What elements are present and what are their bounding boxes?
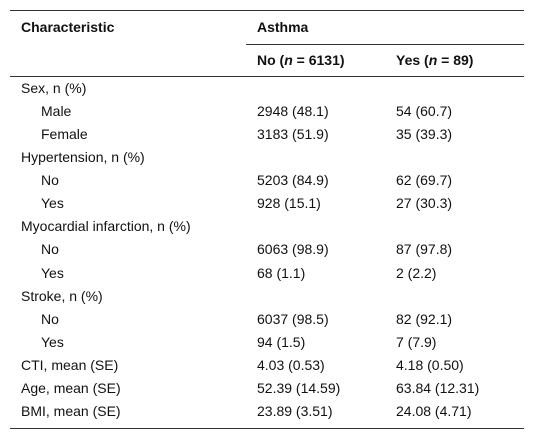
row-label: Yes: [41, 264, 64, 281]
cell: 2948 (48.1): [257, 103, 329, 120]
row-label: Female: [41, 126, 88, 143]
cell: 7 (7.9): [396, 333, 437, 350]
rule: [10, 76, 524, 77]
cell: 6037 (98.5): [257, 310, 329, 327]
row-label: Yes: [41, 333, 64, 350]
cell: 52.39 (14.59): [257, 379, 341, 396]
header-cell: No (n = 6131): [257, 51, 345, 69]
cell: 35 (39.3): [396, 126, 453, 143]
cell: 87 (97.8): [396, 241, 453, 258]
cell: 63.84 (12.31): [396, 379, 480, 396]
header-cell: Characteristic: [21, 19, 115, 35]
row-label: Hypertension, n (%): [21, 149, 145, 166]
cell: 4.18 (0.50): [396, 356, 464, 373]
header-text: = 89): [437, 52, 474, 68]
cell: 62 (69.7): [396, 172, 453, 189]
header-cell: Asthma: [257, 19, 309, 35]
header-text: n: [284, 52, 293, 68]
cell: 27 (30.3): [396, 195, 453, 212]
row-label: No: [41, 241, 59, 258]
cell: 82 (92.1): [396, 310, 453, 327]
rule: [10, 428, 524, 429]
rule: [246, 44, 524, 45]
row-label: No: [41, 172, 59, 189]
cell: 3183 (51.9): [257, 126, 329, 143]
header-text: n: [428, 52, 438, 68]
rule: [10, 10, 524, 11]
cell: 23.89 (3.51): [257, 402, 333, 419]
cell: 94 (1.5): [257, 333, 306, 350]
cell: 54 (60.7): [396, 103, 453, 120]
row-label: Yes: [41, 195, 64, 212]
row-label: Stroke, n (%): [21, 287, 103, 304]
row-label: Male: [41, 103, 72, 120]
cell: 4.03 (0.53): [257, 356, 325, 373]
cell: 68 (1.1): [257, 264, 306, 281]
row-label: No: [41, 310, 59, 327]
header-cell: Yes (n = 89): [396, 51, 473, 69]
cell: 24.08 (4.71): [396, 402, 472, 419]
cell: 6063 (98.9): [257, 241, 329, 258]
row-label: BMI, mean (SE): [21, 402, 121, 419]
row-label: CTI, mean (SE): [21, 356, 119, 373]
cell: 5203 (84.9): [257, 172, 329, 189]
cell: 928 (15.1): [257, 195, 321, 212]
row-label: Age, mean (SE): [21, 379, 121, 396]
header-text: = 6131): [292, 52, 345, 68]
row-label: Myocardial infarction, n (%): [21, 218, 191, 235]
header-text: No (: [257, 52, 285, 68]
cell: 2 (2.2): [396, 264, 437, 281]
row-label: Sex, n (%): [21, 80, 87, 96]
header-text: Yes (: [396, 52, 429, 68]
